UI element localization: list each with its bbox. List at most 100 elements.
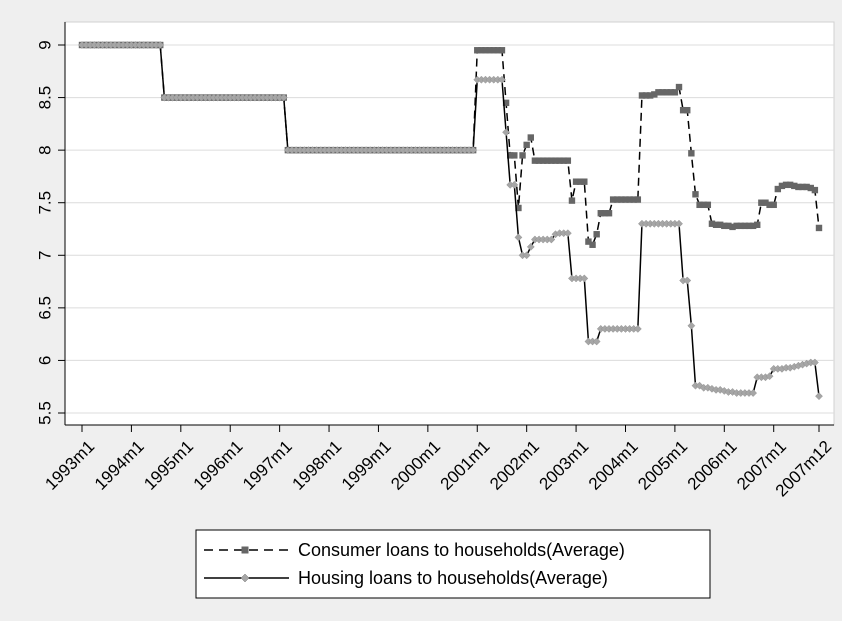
data-point [560,157,567,164]
plot-background [64,21,835,426]
data-point [671,89,679,96]
x-tick-label: 1999m1 [338,437,395,494]
data-point [585,238,592,245]
legend-marker-consumer [241,546,249,554]
data-point [622,196,629,203]
legend-item-housing: Housing loans to households(Average) [204,568,608,588]
data-point [568,197,576,204]
data-point [502,128,510,137]
data-point [498,75,506,84]
data-point [807,184,814,192]
data-point [469,146,478,155]
data-point [539,157,547,164]
data-point [725,222,732,230]
data-point [716,385,725,394]
legend: Consumer loans to households(Average) Ho… [195,529,711,599]
x-tick-label: 2006m1 [684,437,741,494]
data-point [519,152,526,159]
data-point [510,180,519,189]
data-point [522,251,531,260]
x-tick-label: 1994m1 [91,437,148,494]
legend-label-housing: Housing loans to households(Average) [298,568,608,588]
data-point [675,219,683,228]
series-housing [78,41,823,401]
legend-marker-housing [240,573,250,583]
data-point [729,223,736,231]
data-point [556,157,563,164]
x-tick-label: 1996m1 [190,437,247,494]
data-point [646,92,654,99]
data-point [803,183,810,191]
data-point [749,222,757,230]
data-point [741,222,749,230]
data-point [630,196,637,203]
data-point [737,222,744,230]
data-point [482,47,489,54]
data-point [770,201,777,209]
data-point [786,181,794,189]
data-point [486,47,493,54]
data-point [563,229,572,238]
data-point [523,141,530,149]
data-point [581,178,588,185]
data-point [762,199,769,206]
data-point [544,157,551,164]
x-tick-label: 1998m1 [288,437,345,494]
x-tick-label: 1995m1 [140,437,197,494]
data-point [156,41,165,49]
data-point [683,276,692,285]
data-point [548,157,555,164]
data-point [815,224,823,232]
data-point [552,157,559,164]
data-point [659,89,666,96]
data-point [782,181,790,189]
data-point [507,152,514,159]
data-point [592,337,601,346]
data-point [502,99,510,107]
data-point [593,231,600,238]
data-point [531,157,539,164]
data-point [609,196,617,203]
data-point [564,157,572,164]
data-point [626,196,633,203]
data-point [655,89,662,96]
x-tick-label: 1993m1 [41,437,98,494]
data-point [745,222,753,230]
data-point [811,186,819,194]
y-tick-label: 7 [35,251,54,260]
data-point [675,83,683,91]
data-point [526,242,535,251]
legend-box [195,529,711,599]
data-point [708,384,716,393]
data-point [498,47,506,54]
y-tick-label: 6 [35,356,54,365]
data-point [749,389,758,397]
y-tick-label: 9 [35,40,54,49]
y-tick-label: 7.5 [35,191,54,215]
data-point [667,89,674,96]
data-point [754,221,761,228]
data-point [572,178,580,185]
data-point [696,201,703,209]
data-point [478,47,485,54]
y-tick-label: 8.5 [35,86,54,110]
data-point [527,134,534,141]
data-point [642,92,650,99]
data-point [778,182,786,190]
data-point [684,106,691,114]
data-point [515,204,522,212]
x-tick-label: 2002m1 [486,437,543,494]
y-axis: 5.5 6 6.5 7 7.5 8 8.5 9 [35,40,65,425]
data-point [765,372,774,381]
x-tick-label: 2000m1 [387,437,444,494]
data-point [605,210,613,217]
x-tick-label: 2003m1 [536,437,593,494]
data-point [811,358,819,367]
data-point [774,185,782,193]
data-point [511,152,518,159]
data-point [695,381,704,390]
data-point [535,157,543,164]
data-point [799,183,806,191]
data-point [618,196,625,203]
data-point [721,222,728,230]
